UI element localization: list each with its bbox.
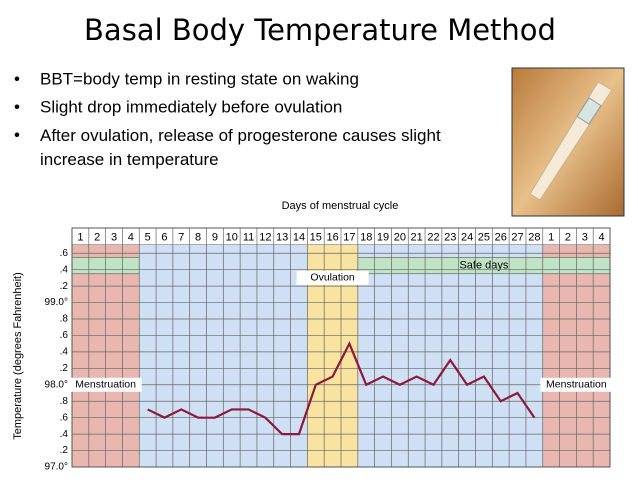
x-tick-label: 1 [548, 231, 554, 243]
band-label-bg [296, 270, 369, 285]
chart: Days of menstrual cycle Temperature (deg… [12, 200, 613, 473]
x-tick-label: 18 [360, 231, 372, 243]
x-tick-label: 16 [326, 231, 338, 243]
x-tick-label: 12 [259, 231, 271, 243]
plot-border [71, 227, 611, 468]
x-tick-label: 4 [599, 231, 605, 243]
x-tick-label: 14 [293, 231, 305, 243]
thermometer-display [576, 97, 602, 125]
y-tick-label: .6 [60, 248, 69, 259]
y-tick-label: 97.0° [45, 462, 68, 473]
x-tick-label: 21 [411, 231, 423, 243]
y-tick-label: .2 [60, 363, 69, 374]
bullets: • BBT=body temp in resting state on waki… [14, 69, 441, 169]
safe-days-label: Safe days [459, 259, 508, 271]
band-label: Menstruation [546, 379, 607, 391]
x-tick-label: 26 [495, 231, 507, 243]
x-tick-label: 7 [178, 231, 184, 243]
x-tick-label: 3 [111, 231, 117, 243]
x-tick-label: 1 [77, 231, 83, 243]
x-tick-label: 17 [343, 231, 355, 243]
y-tick-label: .6 [60, 412, 69, 423]
thermometer-photo [511, 67, 625, 217]
temperature-line [147, 341, 536, 436]
band-label-bg [540, 377, 613, 392]
x-tick-label: 13 [276, 231, 288, 243]
x-tick-label: 2 [94, 231, 100, 243]
y-tick-label: .2 [60, 281, 69, 292]
y-tick-label: .6 [60, 330, 69, 341]
x-tick-label: 6 [161, 231, 167, 243]
y-tick-label: 98.0° [45, 379, 68, 390]
x-tick-label: 25 [478, 231, 490, 243]
bullet: Slight drop immediately before ovulation [40, 97, 342, 116]
x-tick-label: 27 [511, 231, 523, 243]
y-tick-label: .8 [60, 314, 69, 325]
bullet-wrap: After ovulation, release of progesterone… [40, 126, 441, 169]
y-tick-label: .2 [60, 445, 69, 456]
x-tick-label: 5 [145, 231, 151, 243]
x-tick-label: 19 [377, 231, 389, 243]
bullet-dot: • [14, 125, 20, 144]
chart-title: Days of menstrual cycle [282, 200, 399, 212]
x-tick-label: 23 [444, 231, 456, 243]
x-tick-label: 8 [195, 231, 201, 243]
bullet: BBT=body temp in resting state on waking [40, 69, 359, 88]
bullet-dot: • [14, 97, 20, 116]
bullet-dot: • [14, 69, 20, 88]
x-tick-label: 24 [461, 231, 473, 243]
x-tick-label: 22 [427, 231, 439, 243]
y-tick-label: .4 [60, 347, 69, 358]
y-tick-label: .4 [60, 264, 69, 275]
x-tick-label: 28 [528, 231, 540, 243]
x-tick-label: 20 [394, 231, 406, 243]
x-tick-label: 3 [582, 231, 588, 243]
x-tick-label: 11 [243, 231, 254, 243]
y-axis-label: Temperature (degrees Fahrenheit) [12, 272, 24, 440]
y-tick-label: .4 [60, 429, 69, 440]
y-tick-label: 99.0° [45, 297, 68, 308]
x-tick-label: 4 [128, 231, 134, 243]
band-label: Menstruation [75, 379, 136, 391]
x-tick-label: 15 [310, 231, 322, 243]
x-tick-label: 2 [565, 231, 571, 243]
x-tick-label: 9 [212, 231, 218, 243]
band-label: Ovulation [310, 272, 355, 284]
band-label-bg [69, 377, 142, 392]
y-tick-label: .8 [60, 396, 69, 407]
bullet: After ovulation, release of progesterone… [40, 126, 441, 169]
slide-title: Basal Body Temperature Method [84, 13, 556, 47]
x-tick-label: 10 [226, 231, 238, 243]
